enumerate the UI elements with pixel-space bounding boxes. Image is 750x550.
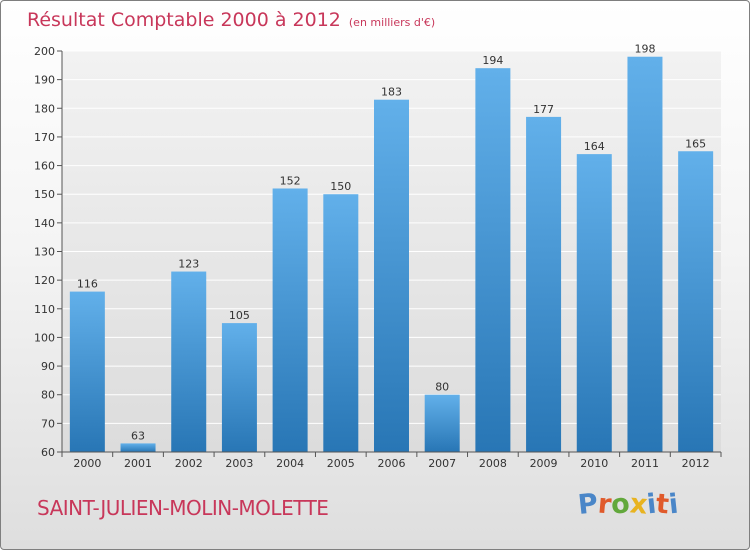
chart-title-text: Résultat Comptable 2000 à 2012 (27, 9, 341, 31)
x-tick-label: 2010 (580, 457, 608, 470)
y-tick-label: 100 (34, 331, 55, 344)
y-tick-label: 190 (34, 74, 55, 87)
y-tick-label: 140 (34, 217, 55, 230)
data-label: 183 (381, 86, 402, 99)
y-tick-label: 130 (34, 246, 55, 259)
y-tick-label: 160 (34, 160, 55, 173)
x-tick-label: 2012 (682, 457, 710, 470)
x-tick-label: 2005 (327, 457, 355, 470)
bar (475, 68, 511, 452)
x-tick-label: 2003 (225, 457, 253, 470)
x-tick-label: 2008 (479, 457, 507, 470)
x-tick-label: 2011 (631, 457, 659, 470)
x-tick-label: 2007 (428, 457, 456, 470)
x-tick-label: 2006 (378, 457, 406, 470)
x-tick-label: 2000 (73, 457, 101, 470)
x-tick-label: 2002 (175, 457, 203, 470)
logo-letter: i (667, 488, 681, 521)
data-label: 198 (634, 43, 655, 56)
data-label: 105 (229, 309, 250, 322)
bar (272, 188, 308, 452)
chart-subtitle: (en milliers d'€) (348, 16, 436, 29)
y-tick-label: 120 (34, 274, 55, 287)
chart-title: Résultat Comptable 2000 à 2012 (en millie… (27, 9, 435, 31)
y-tick-label: 170 (34, 131, 55, 144)
data-label: 165 (685, 137, 706, 150)
y-tick-label: 150 (34, 188, 55, 201)
y-tick-label: 180 (34, 102, 55, 115)
y-tick-label: 200 (34, 45, 55, 58)
bar (424, 394, 460, 452)
y-tick-label: 110 (34, 303, 55, 316)
bar (171, 271, 207, 452)
data-label: 116 (77, 278, 98, 291)
x-tick-label: 2004 (276, 457, 304, 470)
bar (69, 291, 105, 452)
data-label: 194 (482, 54, 503, 67)
data-label: 177 (533, 103, 554, 116)
y-tick-label: 70 (41, 417, 55, 430)
x-tick-label: 2009 (530, 457, 558, 470)
data-label: 152 (280, 174, 301, 187)
bar (374, 99, 409, 452)
bar (323, 194, 359, 452)
bar (678, 151, 714, 452)
data-label: 80 (435, 381, 449, 394)
y-tick-label: 90 (41, 360, 55, 373)
proxiti-logo: Proxiti (576, 488, 681, 521)
commune-name: SAINT-JULIEN-MOLIN-MOLETTE (37, 496, 329, 520)
y-tick-label: 60 (41, 446, 55, 459)
x-tick-label: 2001 (124, 457, 152, 470)
data-label: 164 (584, 140, 605, 153)
bar (526, 116, 562, 452)
bar (627, 56, 663, 452)
bar (576, 154, 612, 452)
data-label: 150 (330, 180, 351, 193)
data-label: 63 (131, 429, 145, 442)
data-label: 123 (178, 258, 199, 271)
y-tick-label: 80 (41, 389, 55, 402)
bar (221, 323, 257, 452)
bar (120, 443, 156, 452)
